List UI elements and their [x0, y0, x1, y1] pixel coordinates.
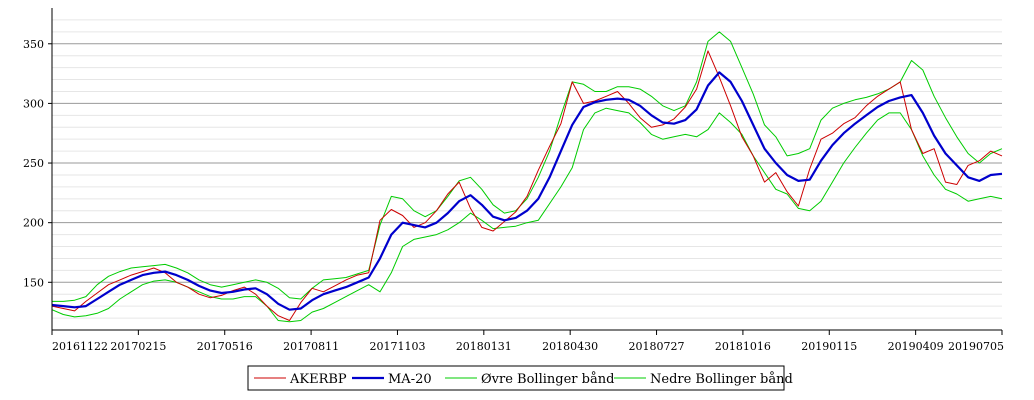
x-tick-label: 20190705 — [948, 340, 1004, 353]
ma20-line — [51, 71, 1003, 311]
y-tick-label: 350 — [23, 38, 44, 51]
legend-label: Øvre Bollinger bånd — [481, 371, 614, 387]
legend-label: AKERBP — [289, 372, 347, 387]
x-tick-label: 20170516 — [197, 340, 253, 353]
x-tick-label: 20161122 — [52, 340, 108, 353]
x-tick-label: 20180727 — [629, 340, 685, 353]
x-tick-label: 20190409 — [888, 340, 944, 353]
x-tick-label: 20181016 — [715, 340, 771, 353]
x-tick-label: 20171103 — [369, 340, 425, 353]
akerbp-line — [51, 50, 1003, 321]
x-axis: 20161122 20170215 20170516 20170811 20171103… — [51, 330, 1004, 353]
y-axis: 150 200 250 300 350 — [23, 38, 52, 289]
y-tick-label: 200 — [23, 217, 44, 230]
series-lines — [51, 31, 1003, 323]
y-tick-label: 300 — [23, 97, 44, 110]
legend: AKERBP MA-20 Øvre Bollinger bånd Nedre Boll… — [247, 365, 793, 391]
x-tick-label: 20170215 — [110, 340, 166, 353]
y-tick-label: 250 — [23, 157, 44, 170]
x-tick-label: 20190115 — [801, 340, 857, 353]
y-tick-label: 150 — [23, 276, 44, 289]
plot-area — [52, 8, 1002, 330]
legend-box — [247, 365, 785, 391]
x-tick-label: 20170811 — [283, 340, 339, 353]
x-tick-label: 20180430 — [542, 340, 598, 353]
legend-label: Nedre Bollinger bånd — [650, 371, 793, 387]
lower-bollinger-line — [51, 107, 1003, 323]
upper-bollinger-line — [52, 31, 1003, 302]
legend-label: MA-20 — [388, 372, 432, 387]
x-tick-label: 20180131 — [456, 340, 512, 353]
